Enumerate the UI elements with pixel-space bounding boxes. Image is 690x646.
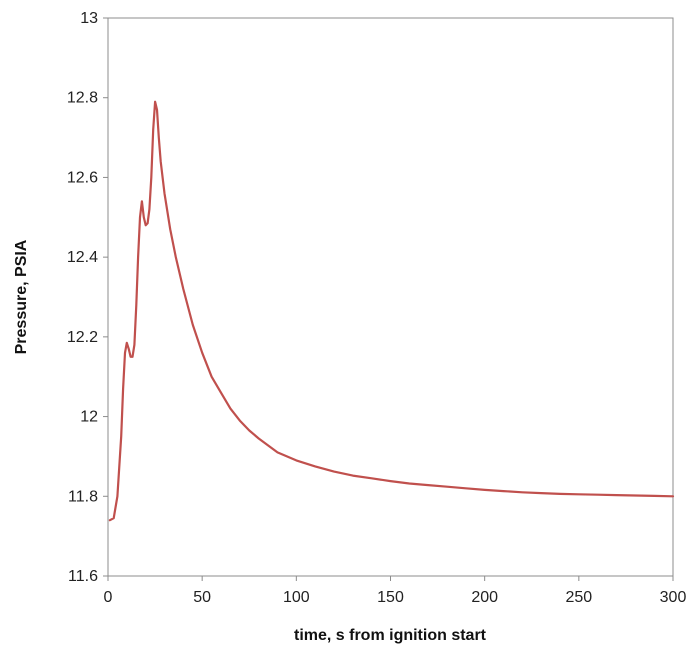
y-axis-title: Pressure, PSIA	[13, 239, 30, 354]
x-tick-label: 250	[565, 589, 592, 606]
x-axis-title: time, s from ignition start	[294, 627, 487, 644]
pressure-series-line	[108, 100, 675, 522]
y-tick-label: 12	[80, 409, 98, 426]
y-tick-label: 11.8	[68, 488, 98, 505]
x-tick-label: 100	[283, 589, 310, 606]
x-tick-label: 300	[660, 589, 687, 606]
series-layer	[108, 100, 675, 522]
x-tick-label: 150	[377, 589, 404, 606]
y-tick-label: 12.4	[67, 249, 98, 266]
x-axis-ticks: 0 50 100 150 200 250 300	[104, 576, 687, 606]
y-tick-label: 12.8	[67, 90, 98, 107]
y-tick-label: 12.6	[67, 169, 98, 186]
y-tick-label: 12.2	[67, 329, 98, 346]
plot-area	[107, 17, 674, 577]
x-tick-label: 0	[104, 589, 113, 606]
y-tick-label: 11.6	[68, 568, 98, 585]
x-tick-label: 50	[193, 589, 211, 606]
y-axis-ticks: 11.6 11.8 12 12.2 12.4 12.6 12.8 13	[67, 10, 108, 585]
y-tick-label: 13	[80, 10, 98, 27]
x-tick-label: 200	[471, 589, 498, 606]
